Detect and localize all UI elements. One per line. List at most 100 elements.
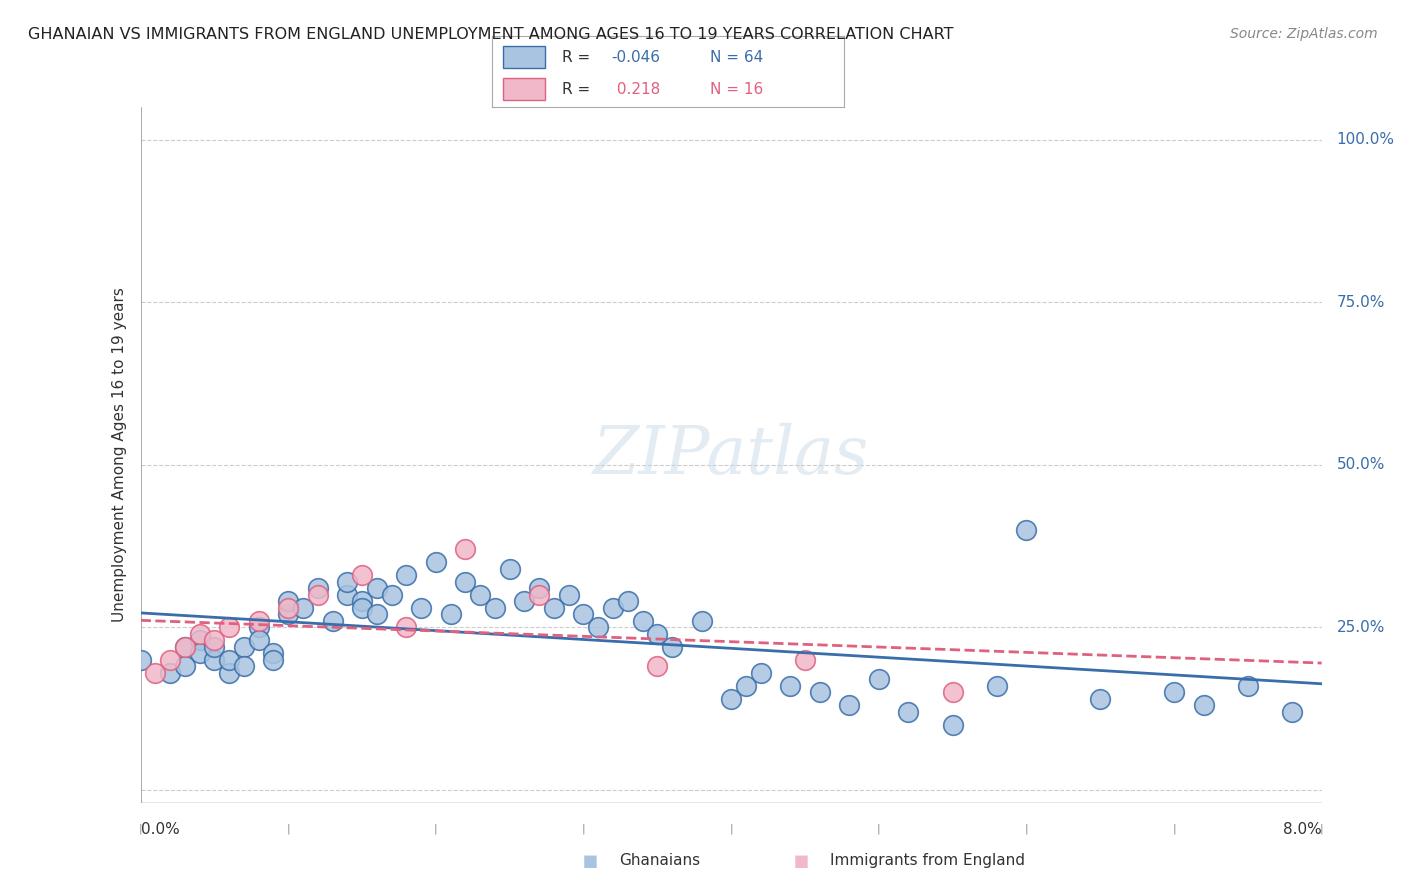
Ghanaians — [690, 614, 713, 628]
Ghanaians — [454, 574, 477, 589]
Text: R =: R = — [562, 50, 591, 64]
Text: 50.0%: 50.0% — [1336, 458, 1385, 472]
Ghanaians — [262, 646, 284, 660]
Ghanaians — [661, 640, 683, 654]
Ghanaians — [202, 640, 225, 654]
Ghanaians — [395, 568, 418, 582]
Text: 75.0%: 75.0% — [1336, 294, 1385, 310]
Immigrants from England — [647, 659, 669, 673]
Ghanaians — [247, 620, 270, 634]
Ghanaians — [336, 588, 359, 602]
Ghanaians — [808, 685, 831, 699]
Immigrants from England — [202, 633, 225, 648]
Ghanaians — [572, 607, 595, 622]
Immigrants from England — [277, 600, 299, 615]
Ghanaians — [1163, 685, 1185, 699]
Ghanaians — [735, 679, 758, 693]
Ghanaians — [616, 594, 638, 608]
Text: Immigrants from England: Immigrants from England — [830, 854, 1025, 868]
Ghanaians — [174, 659, 197, 673]
Ghanaians — [1237, 679, 1260, 693]
Immigrants from England — [352, 568, 374, 582]
Ghanaians — [233, 659, 256, 673]
Ghanaians — [513, 594, 536, 608]
Ghanaians — [838, 698, 860, 713]
Text: |: | — [139, 823, 142, 834]
Text: 25.0%: 25.0% — [1336, 620, 1385, 635]
Ghanaians — [129, 653, 152, 667]
Ghanaians — [1281, 705, 1303, 719]
Ghanaians — [380, 588, 404, 602]
Ghanaians — [336, 574, 359, 589]
Text: 8.0%: 8.0% — [1282, 822, 1322, 837]
Immigrants from England — [529, 588, 551, 602]
Ghanaians — [631, 614, 654, 628]
Ghanaians — [779, 679, 801, 693]
Ghanaians — [588, 620, 610, 634]
Ghanaians — [218, 653, 240, 667]
Ghanaians — [307, 581, 329, 595]
Ghanaians — [557, 588, 581, 602]
Ghanaians — [470, 588, 492, 602]
Text: R =: R = — [562, 82, 591, 96]
Text: |: | — [1320, 823, 1323, 834]
Text: |: | — [1173, 823, 1175, 834]
FancyBboxPatch shape — [503, 78, 544, 100]
Text: Ghanaians: Ghanaians — [619, 854, 700, 868]
Ghanaians — [218, 665, 240, 680]
Text: |: | — [582, 823, 585, 834]
Ghanaians — [602, 600, 624, 615]
Ghanaians — [411, 600, 433, 615]
Ghanaians — [440, 607, 463, 622]
Ghanaians — [942, 718, 965, 732]
Ghanaians — [1088, 691, 1111, 706]
Ghanaians — [321, 614, 344, 628]
Ghanaians — [174, 640, 197, 654]
Ghanaians — [277, 594, 299, 608]
Ghanaians — [543, 600, 565, 615]
Ghanaians — [499, 562, 522, 576]
Immigrants from England — [395, 620, 418, 634]
Text: 100.0%: 100.0% — [1336, 132, 1395, 147]
Ghanaians — [484, 600, 506, 615]
Ghanaians — [868, 672, 890, 686]
Text: ZIPatlas: ZIPatlas — [593, 422, 869, 488]
Ghanaians — [292, 600, 315, 615]
Text: GHANAIAN VS IMMIGRANTS FROM ENGLAND UNEMPLOYMENT AMONG AGES 16 TO 19 YEARS CORRE: GHANAIAN VS IMMIGRANTS FROM ENGLAND UNEM… — [28, 27, 953, 42]
Ghanaians — [188, 633, 211, 648]
Text: ▪: ▪ — [793, 849, 810, 872]
Ghanaians — [897, 705, 920, 719]
Ghanaians — [749, 665, 772, 680]
Text: ▪: ▪ — [582, 849, 599, 872]
Ghanaians — [247, 633, 270, 648]
Immigrants from England — [942, 685, 965, 699]
Ghanaians — [188, 646, 211, 660]
Ghanaians — [647, 626, 669, 640]
Ghanaians — [366, 607, 388, 622]
Text: N = 16: N = 16 — [710, 82, 763, 96]
Immigrants from England — [188, 626, 211, 640]
Immigrants from England — [218, 620, 240, 634]
Ghanaians — [529, 581, 551, 595]
Text: |: | — [434, 823, 437, 834]
Text: N = 64: N = 64 — [710, 50, 763, 64]
Text: |: | — [1025, 823, 1028, 834]
Ghanaians — [366, 581, 388, 595]
Immigrants from England — [793, 653, 815, 667]
Text: 0.218: 0.218 — [612, 82, 659, 96]
Text: 0.0%: 0.0% — [141, 822, 180, 837]
Ghanaians — [1192, 698, 1215, 713]
Ghanaians — [233, 640, 256, 654]
Text: |: | — [730, 823, 733, 834]
Immigrants from England — [454, 542, 477, 557]
Ghanaians — [1015, 523, 1038, 537]
Ghanaians — [159, 665, 181, 680]
Ghanaians — [262, 653, 284, 667]
Text: -0.046: -0.046 — [612, 50, 661, 64]
Text: |: | — [877, 823, 880, 834]
Immigrants from England — [174, 640, 197, 654]
Ghanaians — [720, 691, 742, 706]
Text: Source: ZipAtlas.com: Source: ZipAtlas.com — [1230, 27, 1378, 41]
Ghanaians — [352, 600, 374, 615]
Ghanaians — [352, 594, 374, 608]
